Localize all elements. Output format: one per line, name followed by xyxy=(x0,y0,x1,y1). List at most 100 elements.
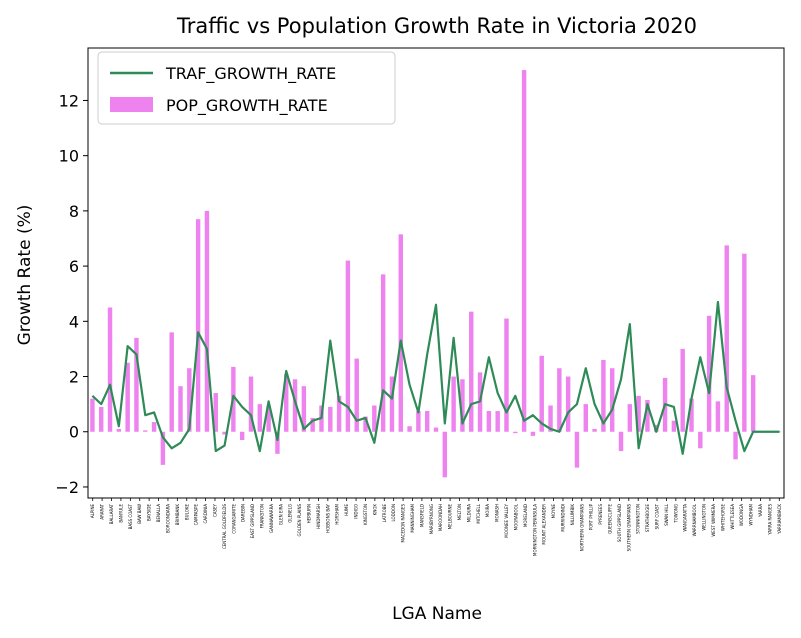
x-tick-label: KNOX xyxy=(372,504,377,516)
bar-horsham xyxy=(363,416,368,432)
x-tick-label: WYNDHAM xyxy=(749,503,754,525)
bar-hume xyxy=(372,405,377,432)
bar-casey xyxy=(204,210,210,432)
bar-hobsons-bay xyxy=(354,358,359,432)
x-tick-label: KINGSTON xyxy=(363,504,368,525)
bar-wodonga xyxy=(742,253,747,432)
x-tick-label: WARRNAMBOOL xyxy=(692,503,697,536)
x-tick-label: BASS COAST xyxy=(128,503,133,529)
x-tick-label: WODONGA xyxy=(739,504,744,526)
x-tick-label: QUEENSCLIFFE xyxy=(608,504,613,534)
bar-mildura xyxy=(486,411,492,432)
bar-monash xyxy=(513,431,518,434)
x-tick-label: BANYULE xyxy=(118,504,123,523)
x-tick-label: MACEDON RANGES xyxy=(401,504,406,543)
bar-pyrenees xyxy=(610,368,615,432)
x-tick-label: WHITEHORSE xyxy=(720,504,725,532)
bar-greater-shepparton xyxy=(328,406,333,432)
x-tick-label: ARARAT xyxy=(100,503,105,519)
x-tick-label: WANGARATTA xyxy=(683,504,688,532)
y-tick-label: 10 xyxy=(59,147,79,166)
x-tick-label: PORT PHILLIP xyxy=(589,503,594,530)
bar-queenscliffe xyxy=(618,431,624,452)
bar-maroondah xyxy=(460,379,465,432)
x-tick-label: WHITTLESEA xyxy=(730,504,735,530)
plot-frame xyxy=(87,47,785,499)
x-tick-label: EAST GIPPSLAND xyxy=(250,504,255,538)
line-series xyxy=(91,300,780,455)
bar-south-gippsland xyxy=(627,404,633,432)
bar-gannawarra xyxy=(266,405,271,432)
x-tick-label: SOUTH GIPPSLAND xyxy=(617,504,622,542)
bar-moonee-valley xyxy=(521,70,527,432)
x-tick-label: MOUNT ALEXANDER xyxy=(542,504,547,545)
y-tick-label: 2 xyxy=(69,368,79,387)
x-tick-label: MONASH xyxy=(495,504,500,522)
bar-ararat xyxy=(99,406,104,432)
x-tick-label: CAMPASPE xyxy=(194,504,199,526)
plot-area xyxy=(87,47,785,499)
y-tick-label: 0 xyxy=(69,423,79,442)
bar-baw-baw xyxy=(134,337,139,432)
x-tick-label: MANNINGHAM xyxy=(410,503,415,532)
x-tick-label: NORTHERN GRAMPIANS xyxy=(579,504,584,552)
bar-wyndham xyxy=(750,375,756,432)
x-tick-label: FRANKSTON xyxy=(260,504,265,528)
x-tick-label: STONNINGTON xyxy=(636,504,641,534)
bar-melbourne xyxy=(469,311,474,432)
x-tick-label: HUME xyxy=(344,504,349,516)
y-tick-label: 8 xyxy=(69,202,79,221)
x-tick-label: YARRA RANGES xyxy=(767,504,772,536)
bar-murrindindi xyxy=(574,431,580,468)
x-tick-label: HINDMARSH xyxy=(316,504,321,529)
x-tick-label: BOROONDARA xyxy=(165,504,170,533)
x-tick-label: CASEY xyxy=(212,503,217,517)
bar-whitehorse xyxy=(724,245,729,432)
bar-mitchell xyxy=(495,411,500,432)
legend-label-population: POP_GROWTH_RATE xyxy=(166,96,328,116)
x-tick-label: CENTRAL GOLDFIELDS xyxy=(222,504,227,549)
x-tick-label: MELTON xyxy=(457,504,462,520)
traffic-growth-line xyxy=(91,300,780,455)
x-tick-label: CORANGAMITE xyxy=(231,504,236,534)
x-tick-label: GLEN EIRA xyxy=(278,504,283,525)
chart-title: Traffic vs Population Growth Rate in Vic… xyxy=(176,14,697,38)
x-axis: ALPINE ARARAT BALLARAT BANYULE BASS COAST BAW… xyxy=(90,498,782,556)
bar-macedon-ranges xyxy=(424,411,430,432)
bar-mount-alexander xyxy=(557,368,562,432)
x-tick-label: PYRENEES xyxy=(598,504,603,525)
bar-cardinia xyxy=(195,219,201,432)
bar-frankston xyxy=(257,404,262,432)
y-tick-label: −2 xyxy=(55,478,79,497)
x-tick-label: MANSFIELD xyxy=(419,504,424,527)
bar-loddon xyxy=(416,411,421,432)
y-axis-label: Growth Rate (%) xyxy=(15,205,35,346)
y-tick-label: 12 xyxy=(59,91,79,110)
y-tick-label: 4 xyxy=(69,312,79,331)
x-tick-label: ALPINE xyxy=(90,504,95,519)
x-tick-label: GOLDEN PLAINS xyxy=(297,504,302,537)
x-tick-label: HORSHAM xyxy=(335,503,340,524)
bar-moreland xyxy=(539,355,544,432)
bar-central-goldfields xyxy=(213,393,218,432)
bar-glen-eira xyxy=(275,431,280,454)
bar-series xyxy=(90,70,782,478)
bar-darebin xyxy=(239,431,245,441)
x-tick-label: MARIBYRNONG xyxy=(429,504,434,534)
legend: TRAF_GROWTH_RATE POP_GROWTH_RATE xyxy=(97,51,396,125)
x-tick-label: TOWONG xyxy=(673,504,678,524)
bar-benalla xyxy=(151,422,157,432)
legend-label-traffic: TRAF_GROWTH_RATE xyxy=(165,64,336,84)
x-tick-label: LATROBE xyxy=(382,504,387,523)
bar-banyule xyxy=(116,428,122,432)
bar-swan-hill xyxy=(671,420,677,432)
bar-boroondara xyxy=(160,431,166,465)
bar-hindmarsh xyxy=(345,260,351,432)
x-tick-label: BRIMBANK xyxy=(175,504,180,526)
x-tick-label: HOBSONS BAY xyxy=(325,503,330,532)
bar-warrnambool xyxy=(698,431,703,449)
bar-alpine xyxy=(90,398,95,432)
x-tick-label: MORELAND xyxy=(523,504,528,527)
x-tick-label: WEST WIMMERA xyxy=(711,504,716,537)
